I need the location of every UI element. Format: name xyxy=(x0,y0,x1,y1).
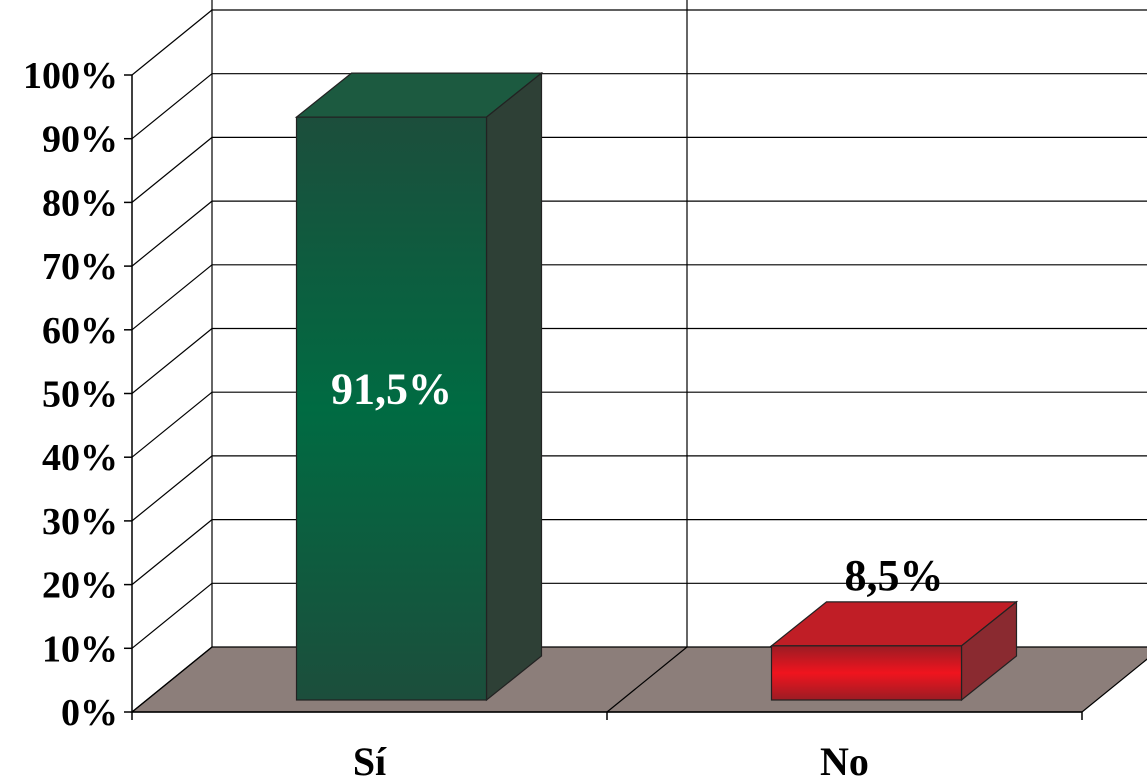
data-label: 8,5% xyxy=(845,551,944,600)
bar-side xyxy=(485,71,543,702)
data-labels: 91,5% 8,5% xyxy=(331,365,944,600)
side-gridline xyxy=(131,391,213,458)
side-gridline xyxy=(131,264,213,331)
side-gridline xyxy=(131,646,213,713)
y-tick-label: 60% xyxy=(42,310,118,352)
y-tick-labels: 0% 10% 20% 30% 40% 50% 60% 70% 80% 90% 100% xyxy=(23,55,118,734)
side-gridline xyxy=(131,200,213,267)
y-tick-label: 100% xyxy=(23,55,118,97)
y-tick-label: 50% xyxy=(42,374,118,416)
side-gridline xyxy=(131,136,213,203)
y-tick-label: 20% xyxy=(42,565,118,607)
side-gridline xyxy=(131,328,213,394)
side-gridline xyxy=(131,455,213,522)
y-tick-label: 40% xyxy=(42,437,118,479)
y-tick-label: 30% xyxy=(42,501,118,543)
y-tick-label: 90% xyxy=(42,119,118,161)
x-category-labels: Sí No xyxy=(353,739,869,783)
bars xyxy=(294,71,1019,702)
bar-si xyxy=(295,116,488,701)
y-tick-label: 80% xyxy=(42,182,118,224)
axes xyxy=(124,74,1083,720)
floor-divider xyxy=(606,646,688,713)
side-gridline xyxy=(131,9,213,76)
side-gridline xyxy=(131,73,213,140)
side-gridline xyxy=(131,582,213,649)
x-category-label: Sí xyxy=(353,739,387,783)
y-tick-label: 0% xyxy=(61,692,118,734)
data-label: 91,5% xyxy=(331,365,452,414)
y-tick-label: 70% xyxy=(42,246,118,288)
y-tick-label: 10% xyxy=(42,628,118,670)
bar-no xyxy=(770,645,963,701)
side-gridline xyxy=(131,519,213,586)
x-category-label: No xyxy=(820,739,869,783)
